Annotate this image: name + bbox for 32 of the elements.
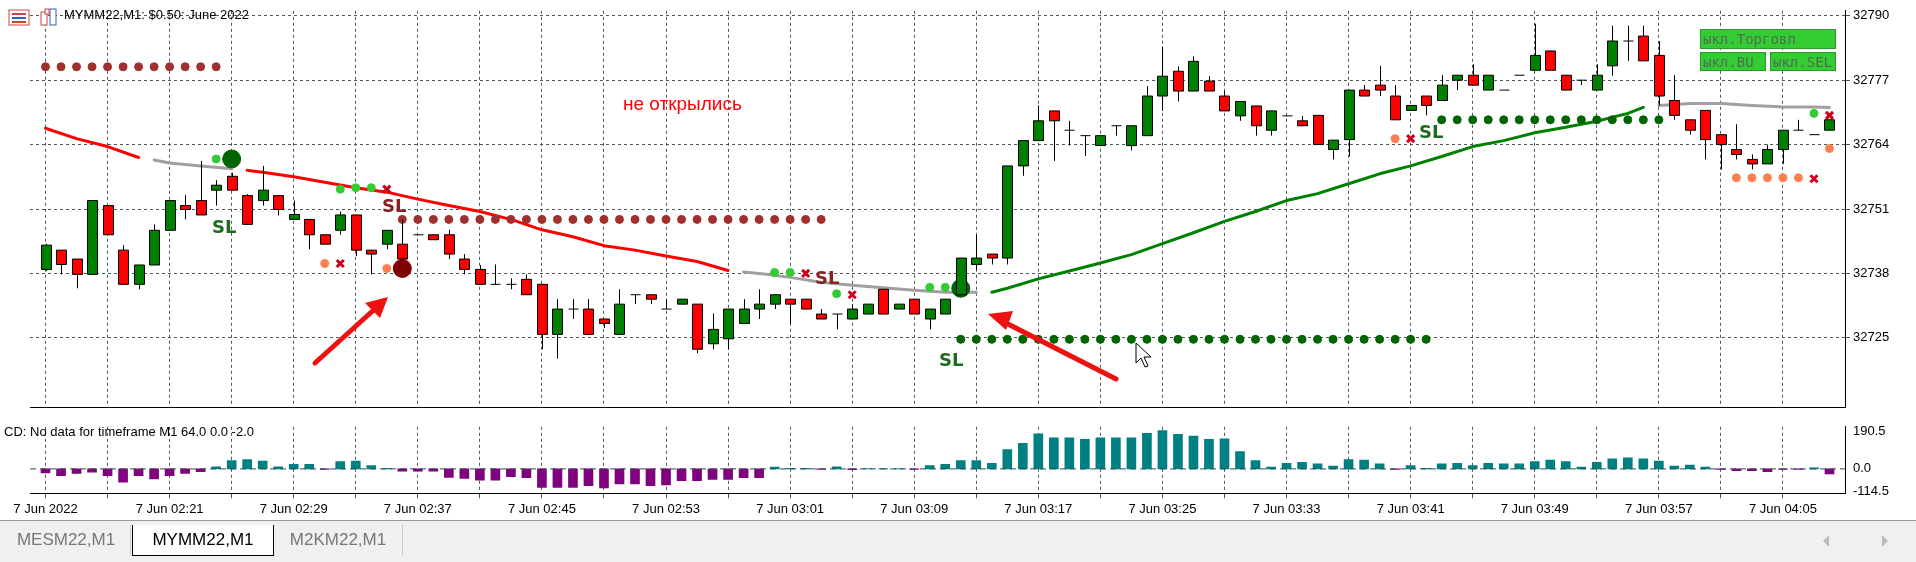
annotation: SL <box>382 195 407 216</box>
y-tick-label: 32751 <box>1853 200 1890 216</box>
x-tick-label: 7 Jun 02:53 <box>632 500 700 516</box>
annotation: SL <box>1419 121 1444 142</box>
y-tick-label: -114.5 <box>1853 482 1889 498</box>
annotation: SL <box>212 216 237 237</box>
chart-title: MYMM22,M1: $0.50: June 2022 <box>64 7 249 22</box>
x-tick-label: 7 Jun 02:21 <box>135 500 204 516</box>
x-tick-label: 7 Jun 2022 <box>13 500 78 516</box>
y-tick-label: 32738 <box>1853 264 1890 280</box>
annotation: SL <box>815 267 840 288</box>
y-tick-label: 32777 <box>1853 71 1890 87</box>
x-tick-label: 7 Jun 03:09 <box>880 500 949 516</box>
y-tick-label: 32725 <box>1853 329 1890 345</box>
annotation: SL <box>939 349 964 370</box>
x-tick-label: 7 Jun 04:05 <box>1748 500 1817 516</box>
annotation: не открылись <box>623 93 742 115</box>
x-tick-label: 7 Jun 02:29 <box>259 500 328 516</box>
x-tick-label: 7 Jun 02:45 <box>507 500 576 516</box>
x-tick-label: 7 Jun 03:33 <box>1252 500 1321 516</box>
x-tick-label: 7 Jun 03:41 <box>1376 500 1445 516</box>
y-tick-label: 190.5 <box>1853 423 1886 439</box>
y-tick-label: 32790 <box>1853 7 1890 23</box>
x-tick-label: 7 Jun 03:49 <box>1500 500 1569 516</box>
chart-title: CD: No data for timeframe M1 64.0 0.0 -2.0 <box>4 424 254 439</box>
x-tick-label: 7 Jun 03:01 <box>756 500 825 516</box>
y-tick-label: 0.0 <box>1853 460 1872 476</box>
y-tick-label: 32764 <box>1853 136 1890 152</box>
x-tick-label: 7 Jun 03:25 <box>1128 500 1197 516</box>
x-tick-label: 7 Jun 03:17 <box>1004 500 1073 516</box>
x-tick-label: 7 Jun 02:37 <box>383 500 452 516</box>
x-tick-label: 7 Jun 03:57 <box>1624 500 1693 516</box>
